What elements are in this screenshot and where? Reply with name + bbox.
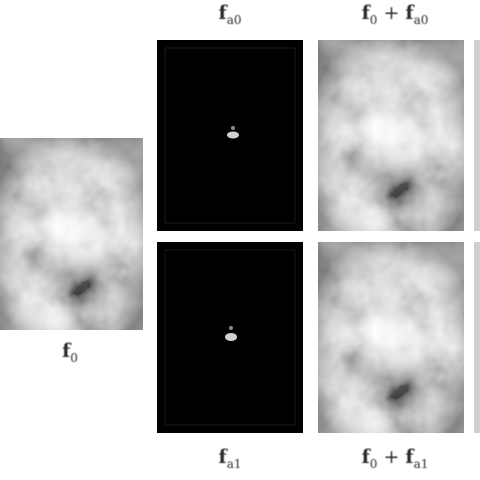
sum-image-a0 xyxy=(318,40,464,231)
label-sum-a1: f0 + fa1 xyxy=(361,446,429,471)
perturbation-image-a1 xyxy=(157,242,303,433)
sum-image-a1 xyxy=(318,242,464,433)
base-texture-image xyxy=(0,138,143,330)
perturbation-speck xyxy=(227,131,239,139)
perturbation-image-a0 xyxy=(157,40,303,231)
label-perturbation-a1: fa1 xyxy=(218,446,242,471)
label-perturbation-a0: fa0 xyxy=(218,2,242,27)
cropped-panel-edge xyxy=(474,40,480,231)
cropped-panel-edge xyxy=(474,242,480,433)
label-sum-a0: f0 + fa0 xyxy=(361,2,429,27)
label-base: f0 xyxy=(62,340,78,365)
perturbation-speck xyxy=(225,333,237,341)
